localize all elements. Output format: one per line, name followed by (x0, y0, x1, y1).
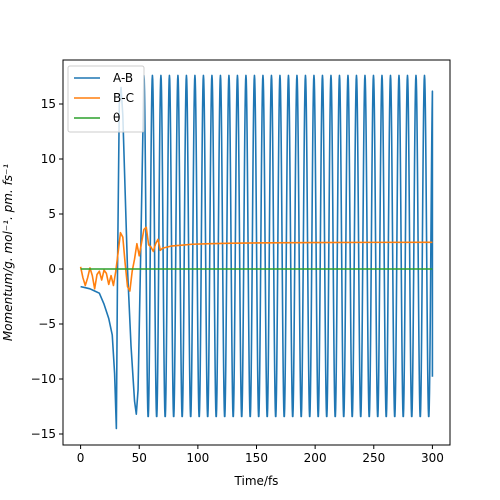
y-axis-label: Momentum/g. mol⁻¹. pm. fs⁻¹ (1, 164, 15, 342)
legend: A-B B-C θ (67, 65, 145, 133)
y-tick-label: 0 (48, 262, 56, 276)
series-lines (79, 74, 434, 430)
legend-entries: A-B B-C θ (74, 71, 134, 125)
x-tick-label: 300 (421, 451, 444, 465)
y-tick-label: 15 (41, 97, 56, 111)
x-tick-label: 100 (186, 451, 209, 465)
legend-label: θ (113, 111, 120, 125)
y-tick-label: −5 (38, 317, 56, 331)
y-tick-label: 10 (41, 152, 56, 166)
y-tick-label: −15 (31, 427, 56, 441)
series-line-b-c (79, 226, 433, 292)
x-tick-label: 250 (362, 451, 385, 465)
legend-label: B-C (113, 91, 134, 105)
series-line-a-b (80, 74, 434, 430)
legend-label: A-B (113, 71, 133, 85)
x-axis-label: Time/fs (234, 474, 279, 488)
x-tick-label: 200 (304, 451, 327, 465)
y-tick-label: 5 (48, 207, 56, 221)
x-ticks: 0 50 100 150 200 250 300 (77, 445, 444, 465)
x-tick-label: 150 (245, 451, 268, 465)
y-tick-label: −10 (31, 372, 56, 386)
x-tick-label: 50 (132, 451, 147, 465)
legend-box (67, 65, 145, 133)
x-tick-label: 0 (77, 451, 85, 465)
y-ticks: −15 −10 −5 0 5 10 15 (31, 97, 63, 441)
